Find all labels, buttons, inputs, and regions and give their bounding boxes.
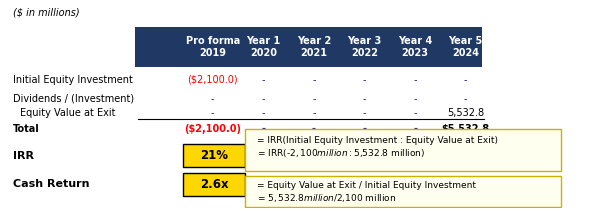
Text: -: -	[211, 108, 215, 118]
Text: Equity Value at Exit: Equity Value at Exit	[20, 108, 116, 118]
Text: $5,532.8: $5,532.8	[441, 124, 490, 134]
Text: Pro forma
2019: Pro forma 2019	[185, 36, 240, 58]
Text: = Equity Value at Exit / Initial Equity Investment
= $5,532.8 million / $2,100 m: = Equity Value at Exit / Initial Equity …	[257, 181, 476, 204]
Text: 2.6x: 2.6x	[200, 178, 228, 191]
Text: -: -	[261, 75, 265, 85]
Text: -: -	[413, 75, 417, 85]
Text: ($ in millions): ($ in millions)	[13, 8, 80, 18]
Text: -: -	[464, 94, 468, 104]
Text: -: -	[312, 108, 316, 118]
FancyBboxPatch shape	[245, 129, 561, 171]
Text: Total: Total	[13, 124, 40, 134]
Text: ($2,100.0): ($2,100.0)	[184, 124, 241, 134]
Text: Year 5
2024: Year 5 2024	[448, 36, 483, 58]
Text: -: -	[363, 94, 366, 104]
Text: -: -	[211, 94, 215, 104]
Text: IRR: IRR	[13, 150, 34, 161]
Text: -: -	[362, 124, 367, 134]
Text: -: -	[261, 94, 265, 104]
Text: Year 1
2020: Year 1 2020	[246, 36, 280, 58]
Text: Cash Return: Cash Return	[13, 180, 90, 189]
Text: -: -	[363, 108, 366, 118]
Text: -: -	[261, 108, 265, 118]
FancyBboxPatch shape	[183, 144, 245, 167]
Text: 21%: 21%	[200, 149, 228, 162]
Text: -: -	[413, 124, 417, 134]
Text: = IRR(Initial Equity Investment : Equity Value at Exit)
= IRR(-$2,100 million : : = IRR(Initial Equity Investment : Equity…	[257, 136, 498, 159]
Text: 5,532.8: 5,532.8	[447, 108, 484, 118]
FancyBboxPatch shape	[183, 173, 245, 196]
Text: Year 4
2023: Year 4 2023	[398, 36, 432, 58]
FancyBboxPatch shape	[135, 27, 483, 66]
Text: -: -	[413, 94, 417, 104]
Text: -: -	[261, 124, 266, 134]
Text: ($2,100.0): ($2,100.0)	[187, 75, 238, 85]
Text: -: -	[312, 94, 316, 104]
Text: Year 2
2021: Year 2 2021	[297, 36, 331, 58]
Text: -: -	[413, 108, 417, 118]
Text: Dividends / (Investment): Dividends / (Investment)	[13, 94, 135, 104]
FancyBboxPatch shape	[245, 176, 561, 207]
Text: Year 3
2022: Year 3 2022	[347, 36, 382, 58]
Text: Initial Equity Investment: Initial Equity Investment	[13, 75, 133, 85]
Text: -: -	[363, 75, 366, 85]
Text: -: -	[312, 75, 316, 85]
Text: -: -	[464, 75, 468, 85]
Text: -: -	[312, 124, 316, 134]
